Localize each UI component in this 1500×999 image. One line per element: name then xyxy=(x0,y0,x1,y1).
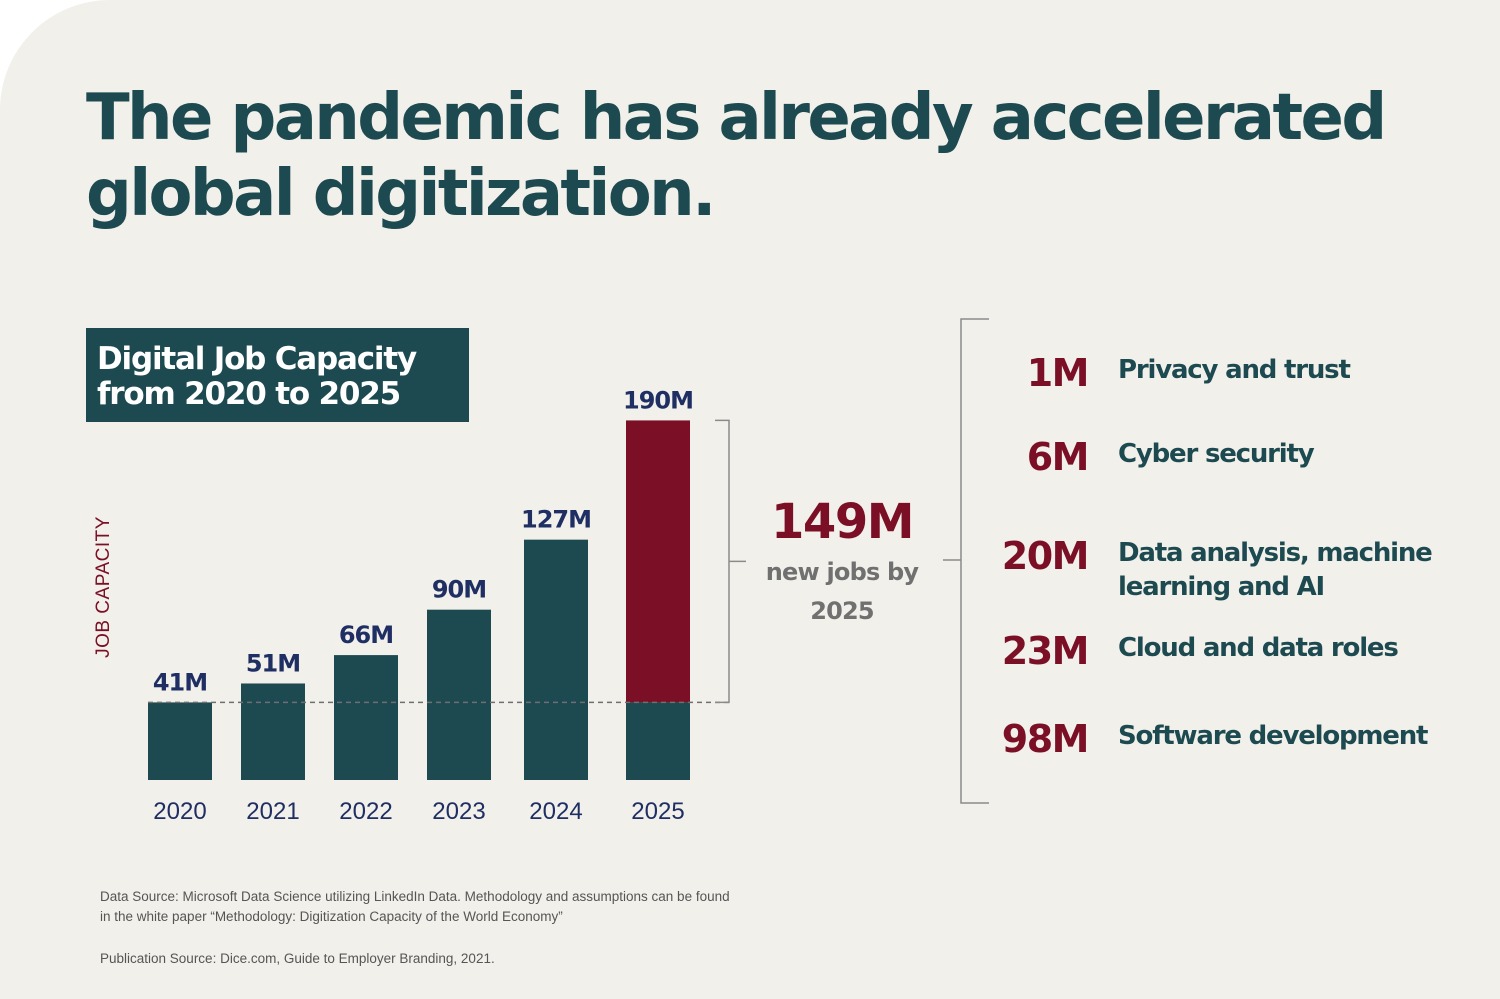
headline-line-2: global digitization. xyxy=(86,157,716,231)
increase-bracket xyxy=(715,419,730,704)
bar-2020 xyxy=(148,702,212,780)
breakdown-label: Cloud and data roles xyxy=(1118,633,1399,663)
total-new-jobs-caption-line-1: new jobs by xyxy=(765,558,919,586)
breakdown-label: Cyber security xyxy=(1118,439,1315,469)
breakdown-item: 1M Privacy and trust xyxy=(960,350,1500,430)
breakdown-item: 23M Cloud and data roles xyxy=(960,628,1500,708)
x-tick-label: 2025 xyxy=(631,798,684,825)
publication-source-note: Publication Source: Dice.com, Guide to E… xyxy=(100,951,495,966)
breakdown-value: 1M xyxy=(1026,351,1090,395)
x-tick-label: 2024 xyxy=(529,798,582,825)
x-tick-label: 2023 xyxy=(432,798,485,825)
bar-2024 xyxy=(524,539,588,780)
breakdown-item: 6M Cyber security xyxy=(960,434,1500,514)
x-tick-label: 2022 xyxy=(339,798,392,825)
bar-value-label: 127M xyxy=(521,506,591,534)
data-source-line-1: Data Source: Microsoft Data Science util… xyxy=(100,889,730,904)
data-source-note: Data Source: Microsoft Data Science util… xyxy=(100,887,800,927)
bars-layer xyxy=(148,420,690,780)
chart-title-line-2: from 2020 to 2025 xyxy=(97,376,401,412)
labels-layer: 41M 2020 51M 2021 66M 2022 90M 2023 127M 2024 190M… xyxy=(153,386,694,825)
breakdown-label: Data analysis, machine learning and AI xyxy=(1118,538,1433,602)
breakdown-label: Privacy and trust xyxy=(1118,355,1351,385)
total-new-jobs-value: 149M xyxy=(771,494,914,550)
breakdown-value: 6M xyxy=(1026,435,1090,479)
bar-2025 xyxy=(626,702,690,780)
breakdown-item: 20M Data analysis, machine learning and … xyxy=(960,533,1500,613)
breakdown-bracket xyxy=(960,318,989,804)
bar-2022 xyxy=(334,655,398,780)
chart-title: Digital Job Capacity from 2020 to 2025 xyxy=(86,328,469,422)
breakdown-item: 98M Software development xyxy=(960,716,1500,796)
breakdown-label: Software development xyxy=(1118,721,1428,751)
headline: The pandemic has already accelerated glo… xyxy=(86,80,1466,232)
headline-line-1: The pandemic has already accelerated xyxy=(86,81,1387,155)
bar-value-label: 41M xyxy=(153,668,207,696)
bar-2021 xyxy=(241,683,305,780)
chart-title-line-1: Digital Job Capacity xyxy=(97,341,417,377)
data-source-line-2: in the white paper “Methodology: Digitiz… xyxy=(100,909,563,924)
total-new-jobs: 149M new jobs by 2025 xyxy=(752,492,932,630)
annotation-layer xyxy=(148,318,989,804)
x-tick-label: 2021 xyxy=(246,798,299,825)
total-new-jobs-caption-line-2: 2025 xyxy=(810,597,874,625)
bar-value-label: 90M xyxy=(432,576,486,604)
bar-2023 xyxy=(427,609,491,780)
breakdown-value: 98M xyxy=(1001,717,1090,761)
bar-value-label: 190M xyxy=(623,386,693,414)
x-tick-label: 2020 xyxy=(153,798,206,825)
breakdown-value: 23M xyxy=(1001,629,1090,673)
breakdown-value: 20M xyxy=(1001,534,1090,578)
bar-value-label: 66M xyxy=(339,621,393,649)
job-breakdown-list: 1M Privacy and trust 6M Cyber security 2… xyxy=(960,0,1500,999)
bar-increase-2025 xyxy=(626,420,690,703)
bar-value-label: 51M xyxy=(246,649,300,677)
